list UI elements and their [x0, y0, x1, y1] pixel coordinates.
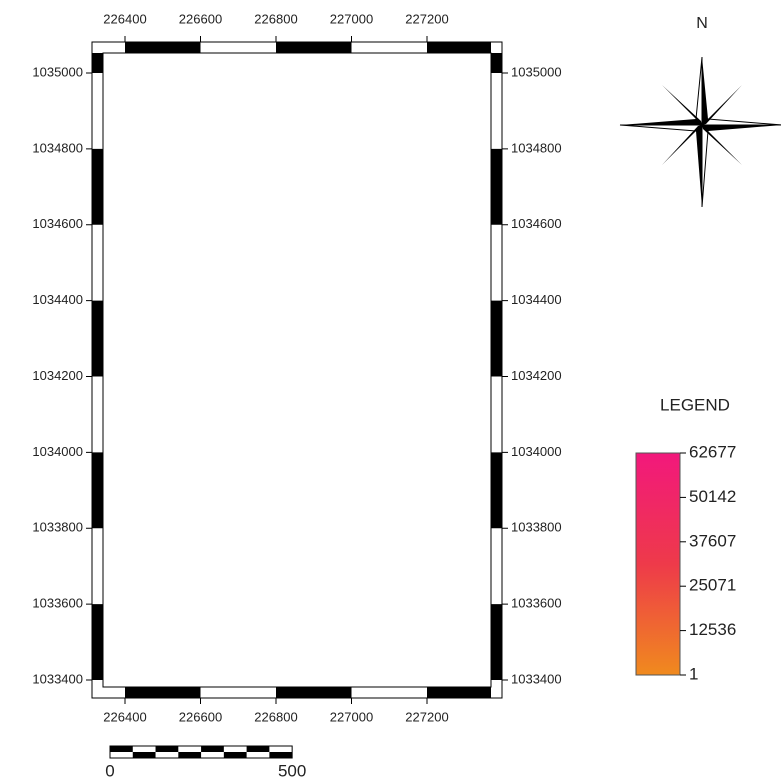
frame-segment: [491, 604, 502, 680]
frame-segment: [427, 42, 491, 53]
y-tick-label: 1035000: [511, 64, 562, 79]
x-tick-label: 227200: [405, 11, 448, 26]
frame-segment: [125, 687, 201, 698]
frame-border: [92, 42, 502, 698]
frame-segment: [491, 149, 502, 225]
scale-segment: [224, 752, 247, 758]
x-tick-label: 227200: [405, 709, 448, 724]
map-page: 226400 226400 226600 226600 226800 226800 2270…: [0, 0, 781, 784]
x-tick-label: 226400: [103, 709, 146, 724]
frame-segment: [491, 301, 502, 377]
frame-segment: [92, 452, 103, 528]
x-tick-label: 226400: [103, 11, 146, 26]
x-tick-label: 226800: [254, 11, 297, 26]
y-tick-label: 1034600: [511, 216, 562, 231]
y-tick-label: 1034600: [32, 216, 83, 231]
scale-segment: [133, 752, 156, 758]
y-tick-label: 1033600: [32, 596, 83, 611]
scale-bar: 0 500: [105, 746, 306, 780]
north-arrow: [620, 57, 781, 207]
y-tick-label: 1033600: [511, 596, 562, 611]
y-tick-label: 1034400: [32, 292, 83, 307]
y-tick-label: 1034800: [511, 140, 562, 155]
y-tick-label: 1035000: [32, 64, 83, 79]
scale-segment: [269, 752, 292, 758]
legend-label: 50142: [689, 487, 736, 506]
scale-label: 500: [278, 761, 306, 780]
legend-label: 1: [689, 664, 698, 683]
north-label: N: [696, 15, 708, 32]
y-tick-label: 1034000: [32, 444, 83, 459]
x-tick-label: 227000: [330, 11, 373, 26]
frame-segment: [125, 42, 201, 53]
frame-segment: [427, 687, 491, 698]
legend-colorbar: [636, 453, 680, 675]
map-frame: 226400 226400 226600 226600 226800 226800 2270…: [32, 11, 561, 724]
frame-segment: [92, 149, 103, 225]
frame-segment: [92, 301, 103, 377]
legend-label: 62677: [689, 442, 736, 461]
frame-segment: [92, 53, 103, 73]
y-tick-label: 1034400: [511, 292, 562, 307]
scale-segment: [156, 746, 179, 752]
y-tick-label: 1034200: [511, 368, 562, 383]
frame-segment: [276, 42, 352, 53]
scale-segment: [201, 746, 224, 752]
frame-segment: [276, 687, 352, 698]
x-tick-label: 227000: [330, 709, 373, 724]
scale-label: 0: [105, 761, 114, 780]
y-tick-label: 1034000: [511, 444, 562, 459]
y-tick-label: 1034200: [32, 368, 83, 383]
y-tick-label: 1033400: [32, 671, 83, 686]
frame-segment: [92, 604, 103, 680]
x-tick-label: 226600: [179, 11, 222, 26]
frame-segment: [491, 452, 502, 528]
frame-segment: [491, 53, 502, 73]
legend-label: 25071: [689, 576, 736, 595]
scale-segment: [247, 746, 270, 752]
legend-label: 12536: [689, 620, 736, 639]
legend-title: LEGEND: [660, 395, 730, 414]
y-tick-label: 1033800: [511, 520, 562, 535]
legend-label: 37607: [689, 531, 736, 550]
scale-segment: [178, 752, 201, 758]
y-tick-label: 1033800: [32, 520, 83, 535]
y-tick-label: 1033400: [511, 671, 562, 686]
x-tick-label: 226600: [179, 709, 222, 724]
x-tick-label: 226800: [254, 709, 297, 724]
scale-segment: [110, 746, 133, 752]
y-tick-label: 1034800: [32, 140, 83, 155]
legend-labels: 62677 50142 37607 25071 12536 1: [680, 442, 736, 683]
